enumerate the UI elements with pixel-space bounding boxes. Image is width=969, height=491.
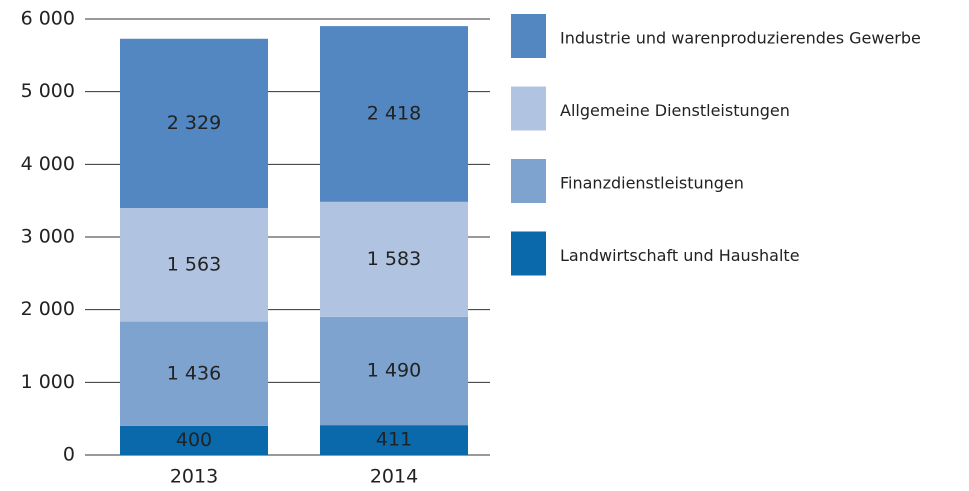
value-label: 1 563 bbox=[167, 253, 221, 275]
legend-swatch bbox=[511, 86, 546, 131]
legend-swatch bbox=[511, 14, 546, 58]
y-tick-label: 0 bbox=[63, 444, 75, 466]
bar-segment bbox=[320, 201, 468, 317]
y-tick-label: 2 000 bbox=[21, 298, 75, 320]
y-tick-label: 4 000 bbox=[21, 153, 75, 175]
value-label: 2 329 bbox=[167, 112, 221, 134]
x-tick-label: 2013 bbox=[170, 466, 218, 488]
value-label: 2 418 bbox=[367, 102, 421, 124]
y-tick-label: 1 000 bbox=[21, 371, 75, 393]
value-label: 411 bbox=[376, 429, 412, 451]
legend-label: Finanzdienstleistungen bbox=[560, 174, 744, 193]
x-tick-label: 2014 bbox=[370, 466, 418, 488]
legend-swatch bbox=[511, 231, 546, 276]
legend-swatch bbox=[511, 159, 546, 203]
value-label: 1 436 bbox=[167, 362, 221, 384]
y-tick-label: 5 000 bbox=[21, 80, 75, 102]
bar-segment bbox=[320, 316, 468, 426]
legend-label: Allgemeine Dienstleistungen bbox=[560, 101, 790, 120]
y-tick-label: 3 000 bbox=[21, 226, 75, 248]
y-tick-label: 6 000 bbox=[21, 8, 75, 30]
bar-segment bbox=[120, 208, 268, 322]
legend-label: Landwirtschaft und Haushalte bbox=[560, 246, 800, 265]
value-label: 1 583 bbox=[367, 248, 421, 270]
bar-segment bbox=[120, 425, 268, 455]
value-label: 400 bbox=[176, 429, 212, 451]
legend-label: Industrie und warenproduzierendes Gewerb… bbox=[560, 29, 921, 48]
bar-segment bbox=[120, 38, 268, 209]
bar-segment bbox=[120, 321, 268, 426]
bar-segment bbox=[320, 425, 468, 455]
bar-segment bbox=[320, 26, 468, 202]
value-label: 1 490 bbox=[367, 359, 421, 381]
